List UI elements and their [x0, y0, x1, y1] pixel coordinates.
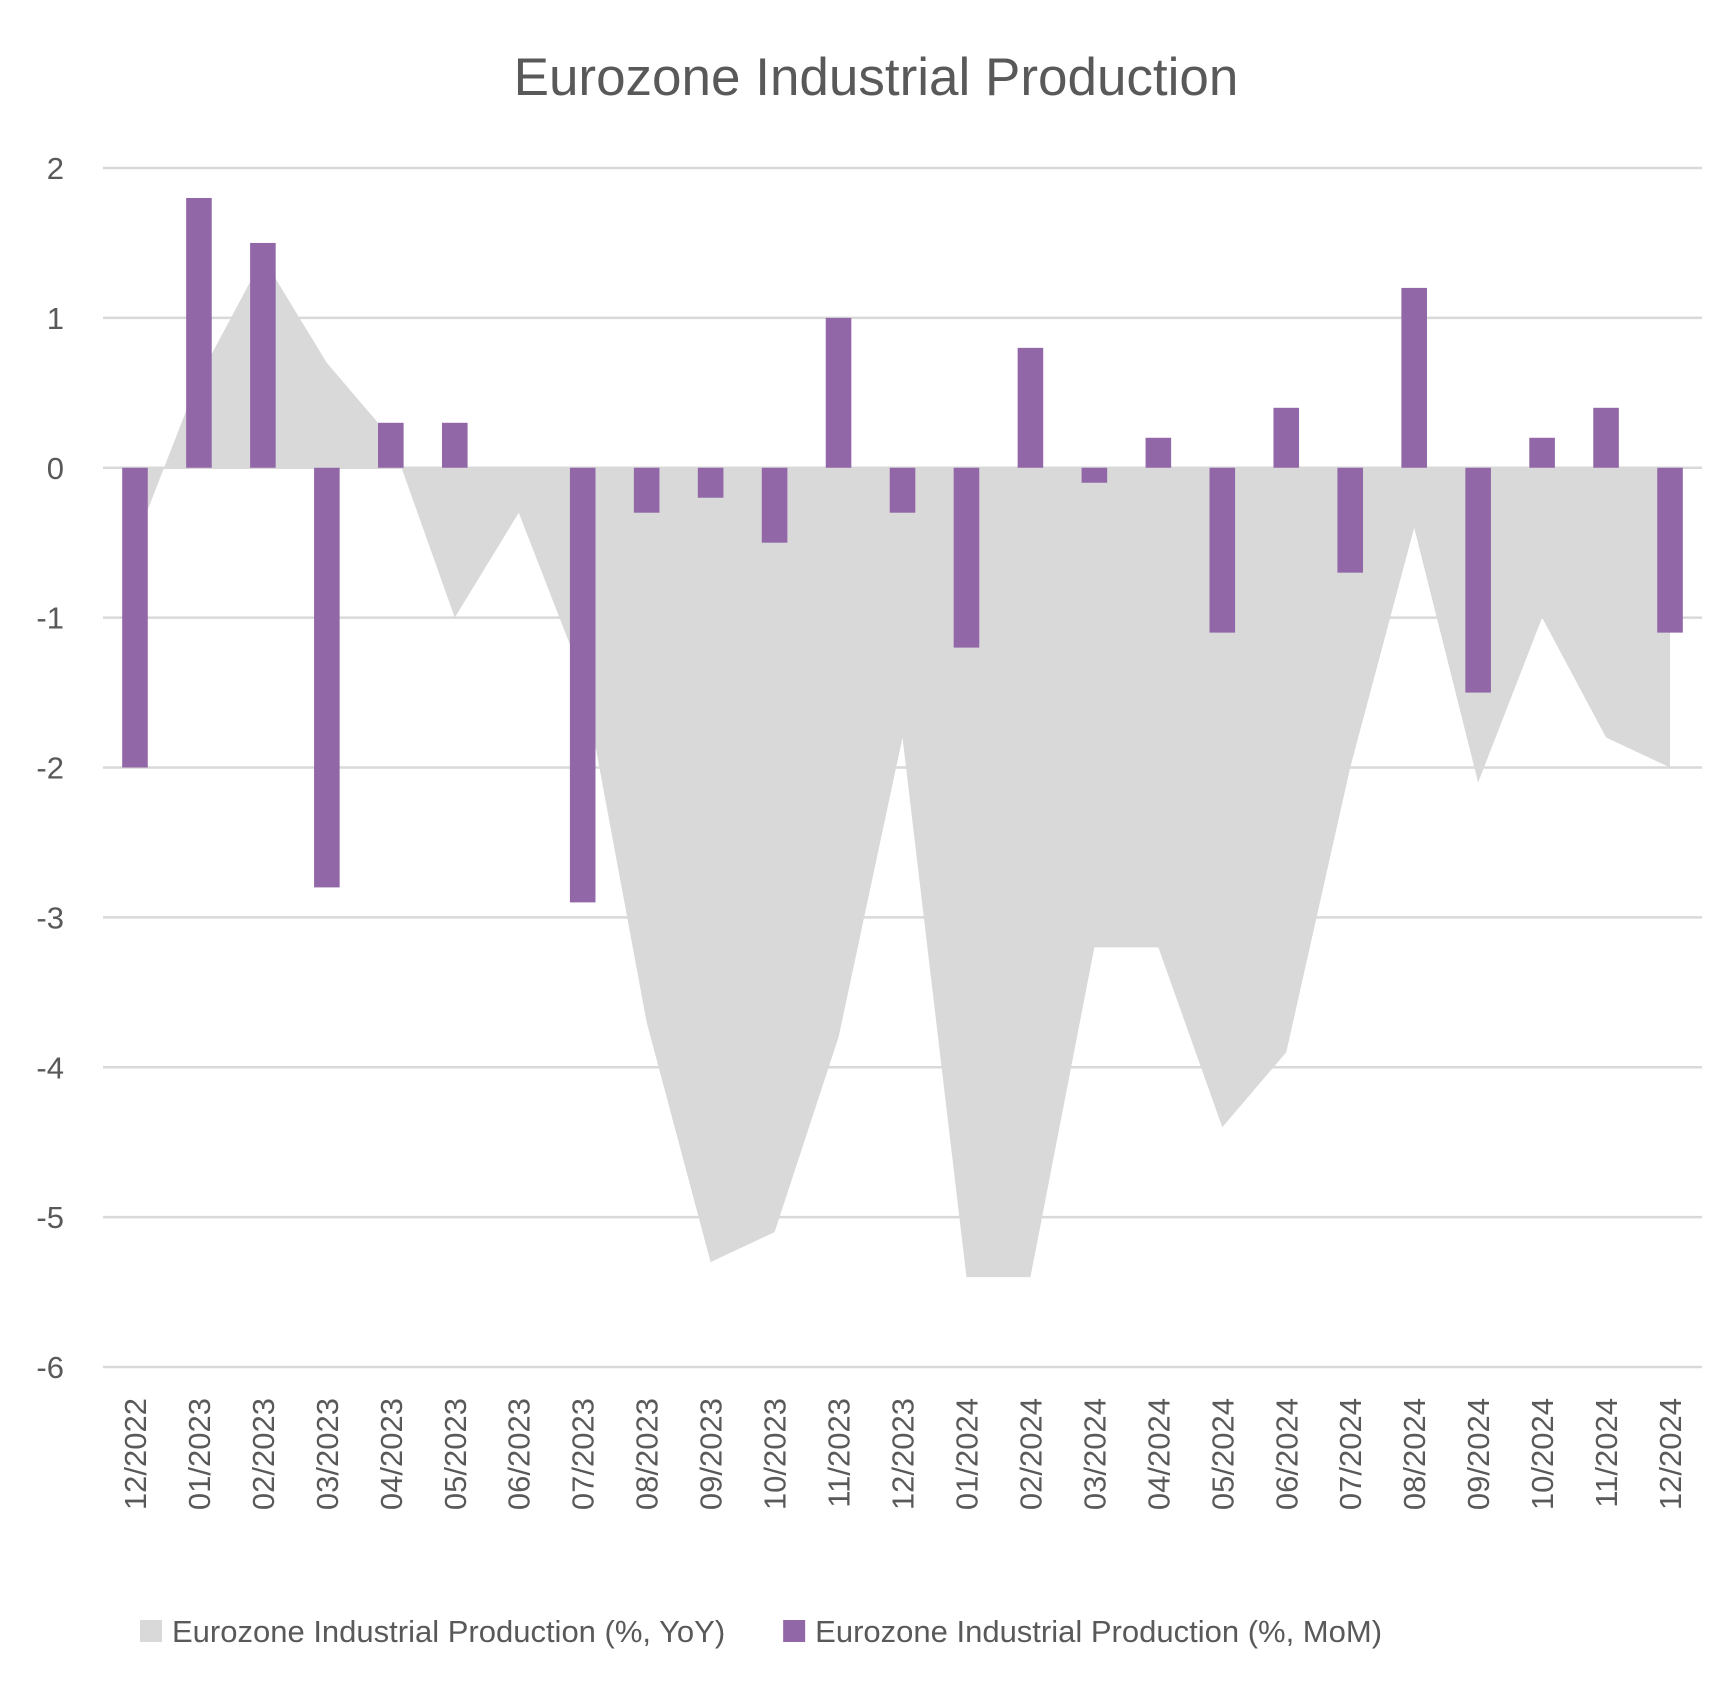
- bar: [186, 197, 212, 468]
- x-tick-label: 06/2024: [1269, 1398, 1304, 1510]
- bar: [825, 317, 852, 468]
- legend: Eurozone Industrial Production (%, YoY) E…: [140, 1614, 1382, 1649]
- x-tick-label: 12/2023: [886, 1398, 921, 1510]
- x-tick-label: 10/2023: [758, 1398, 793, 1510]
- bar: [378, 422, 404, 468]
- bar: [1209, 467, 1236, 633]
- bar: [1593, 407, 1619, 468]
- x-tick-label: 10/2024: [1525, 1398, 1560, 1510]
- x-tick-label: 11/2023: [822, 1398, 857, 1508]
- bar: [1529, 437, 1555, 468]
- x-tick-label: 05/2023: [438, 1398, 473, 1510]
- y-tick-label: -4: [36, 1050, 64, 1085]
- bar: [1465, 467, 1491, 693]
- x-tick-label: 02/2024: [1013, 1398, 1048, 1510]
- bar: [953, 467, 980, 648]
- x-tick-label: 04/2024: [1141, 1398, 1176, 1510]
- bar: [1081, 467, 1108, 483]
- x-tick-label: 01/2023: [182, 1398, 217, 1510]
- bar: [697, 467, 724, 498]
- y-tick-label: -2: [36, 751, 64, 786]
- bar: [250, 242, 276, 468]
- y-tick-label: -5: [36, 1200, 64, 1235]
- y-tick-label: 2: [47, 151, 64, 186]
- x-tick-label: 09/2024: [1461, 1398, 1496, 1510]
- legend-swatch: [140, 1620, 162, 1642]
- bar: [633, 467, 660, 513]
- grid: [103, 166, 1702, 1369]
- x-tick-label: 08/2024: [1397, 1398, 1432, 1510]
- x-tick-label: 06/2023: [502, 1398, 537, 1510]
- x-tick-label: 07/2023: [566, 1398, 601, 1510]
- y-tick-label: 1: [47, 301, 64, 336]
- x-tick-label: 02/2023: [246, 1398, 281, 1510]
- bar: [441, 422, 468, 468]
- bar: [1401, 287, 1427, 468]
- legend-swatch: [783, 1620, 806, 1642]
- y-tick-label: -6: [36, 1350, 64, 1385]
- bar: [889, 467, 916, 513]
- x-tick-label: 08/2023: [630, 1398, 665, 1510]
- x-tick-label: 09/2023: [694, 1398, 729, 1510]
- bar: [1657, 467, 1683, 633]
- x-tick-label: 11/2024: [1589, 1398, 1624, 1508]
- chart-title: Eurozone Industrial Production: [514, 48, 1239, 107]
- bar: [1145, 437, 1172, 468]
- bar: [1273, 407, 1300, 468]
- x-tick-label: 12/2024: [1653, 1398, 1688, 1510]
- area: [134, 257, 1671, 1278]
- y-tick-label: -1: [36, 601, 64, 636]
- y-tick-label: -3: [36, 900, 64, 935]
- bar: [1337, 467, 1364, 573]
- bar: [122, 467, 148, 768]
- x-tick-label: 05/2024: [1205, 1398, 1240, 1510]
- x-tick-label: 03/2023: [310, 1398, 345, 1510]
- x-tick-label: 04/2023: [374, 1398, 409, 1510]
- bar: [761, 467, 788, 543]
- x-tick-label: 03/2024: [1077, 1398, 1112, 1510]
- legend-label: Eurozone Industrial Production (%, YoY): [172, 1614, 725, 1649]
- x-tick-label: 12/2022: [118, 1398, 153, 1510]
- legend-label: Eurozone Industrial Production (%, MoM): [815, 1614, 1382, 1649]
- x-tick-label: 07/2024: [1333, 1398, 1368, 1510]
- bar: [569, 467, 596, 903]
- x-tick-label: 01/2024: [949, 1398, 984, 1510]
- y-tick-label: 0: [47, 451, 64, 486]
- bar: [1017, 347, 1044, 468]
- bar: [314, 467, 340, 888]
